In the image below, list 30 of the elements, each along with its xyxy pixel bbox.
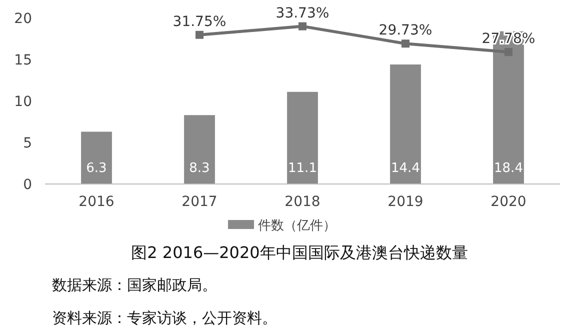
bar	[390, 64, 421, 184]
data-label: 11.1	[288, 161, 317, 176]
y-tick-label: 20	[14, 10, 32, 27]
text: 资料来源：专家访谈，公开资料。	[52, 309, 277, 327]
bar	[81, 132, 112, 184]
legend-label: 件数（亿件）	[258, 218, 336, 234]
text: 图2 2016—2020年中国国际及港澳台快递数量	[131, 243, 468, 262]
source-note: 数据来源：国家邮政局。	[52, 276, 217, 294]
point	[402, 40, 410, 48]
point	[504, 48, 512, 56]
x-tick-label: 2020	[490, 194, 526, 210]
x-tick-label: 2016	[78, 194, 114, 210]
y-tick-label: 0	[23, 176, 32, 193]
data-label: 31.75%	[172, 14, 226, 30]
data-label: 14.4	[391, 161, 420, 176]
point	[298, 22, 306, 30]
point	[196, 30, 204, 39]
bar	[287, 92, 318, 184]
data-label: 8.3	[189, 161, 210, 176]
data-label: 6.3	[86, 161, 107, 176]
y-tick-label: 5	[23, 135, 32, 152]
data-label: 18.4	[494, 161, 523, 176]
data-label: 29.73%	[378, 22, 432, 39]
y-tick-label: 15	[14, 52, 32, 68]
x-tick-label: 2018	[284, 194, 320, 210]
x-tick-label: 2019	[388, 194, 424, 210]
y-tick-label: 10	[14, 94, 32, 110]
data-label: 33.73%	[276, 5, 330, 22]
bar	[184, 115, 215, 184]
x-tick-label: 2017	[182, 194, 218, 210]
